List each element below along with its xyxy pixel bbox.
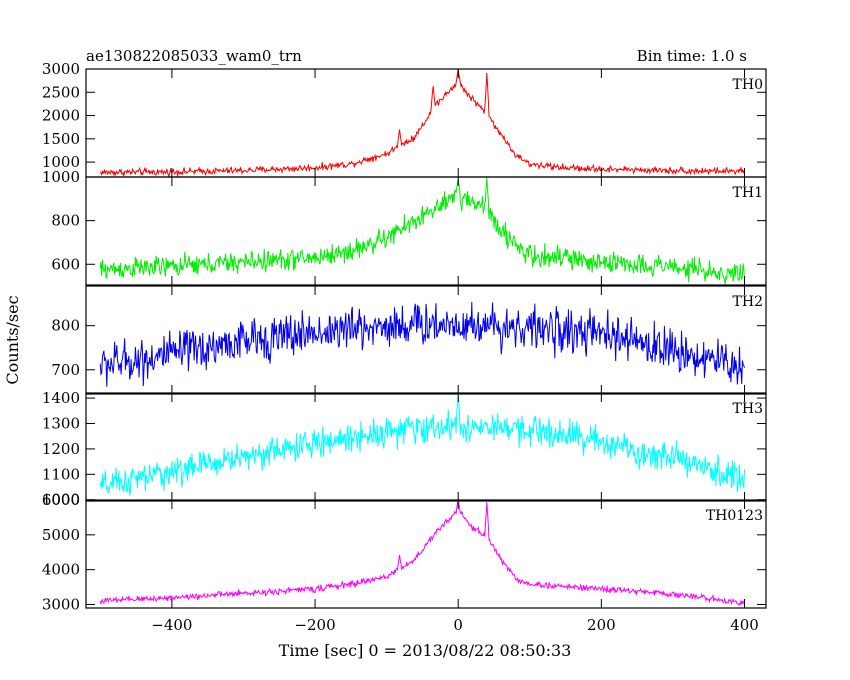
series-line-th1 [99, 177, 745, 285]
panel-frame-th0123 [85, 499, 767, 609]
panel-frame-th3 [85, 392, 767, 502]
x-tick-label: 400 [730, 616, 759, 634]
y-tick-label: 600 [51, 255, 80, 273]
y-tick-label: 2000 [42, 107, 80, 125]
panel-frame-th2 [85, 285, 767, 395]
bin-time-label: Bin time: 1.0 s [637, 47, 747, 65]
panel-frame-th0 [85, 68, 767, 178]
panel-label-th3: TH3 [733, 401, 763, 417]
x-tick-label: −200 [294, 616, 335, 634]
panels-group: TH010001500200025003000TH16008001000TH27… [42, 60, 767, 634]
panel-frame-th1 [85, 176, 767, 286]
y-tick-label: 3000 [42, 596, 80, 614]
y-tick-label: 700 [51, 361, 80, 379]
y-tick-label: 4000 [42, 561, 80, 579]
y-tick-label: 1000 [42, 491, 80, 509]
y-axis-label: Counts/sec [3, 295, 22, 384]
x-tick-label: 0 [453, 616, 463, 634]
x-tick-label: −400 [151, 616, 192, 634]
panel-label-th2: TH2 [733, 294, 763, 310]
y-tick-label: 6000 [42, 491, 80, 509]
series-line-th0123 [99, 500, 745, 606]
y-tick-label: 1100 [42, 465, 80, 483]
series-line-th0 [99, 68, 745, 178]
y-tick-label: 1400 [42, 389, 80, 407]
panel-label-th0: TH0 [733, 77, 763, 93]
y-tick-label: 1500 [42, 130, 80, 148]
y-tick-label: 1200 [42, 440, 80, 458]
panel-label-th0123: TH0123 [706, 508, 763, 524]
x-axis-label: Time [sec] 0 = 2013/08/22 08:50:33 [279, 641, 572, 660]
plot-title: ae130822085033_wam0_trn [86, 47, 302, 65]
y-tick-label: 800 [51, 212, 80, 230]
y-tick-label: 2500 [42, 83, 80, 101]
panel-label-th1: TH1 [733, 185, 763, 201]
y-tick-label: 5000 [42, 526, 80, 544]
x-tick-label: 200 [587, 616, 616, 634]
y-tick-label: 1000 [42, 153, 80, 171]
y-tick-label: 1000 [42, 168, 80, 186]
series-line-th2 [99, 301, 745, 387]
y-tick-label: 3000 [42, 60, 80, 78]
y-tick-label: 1300 [42, 414, 80, 432]
series-line-th3 [99, 393, 745, 496]
y-tick-label: 800 [51, 317, 80, 335]
